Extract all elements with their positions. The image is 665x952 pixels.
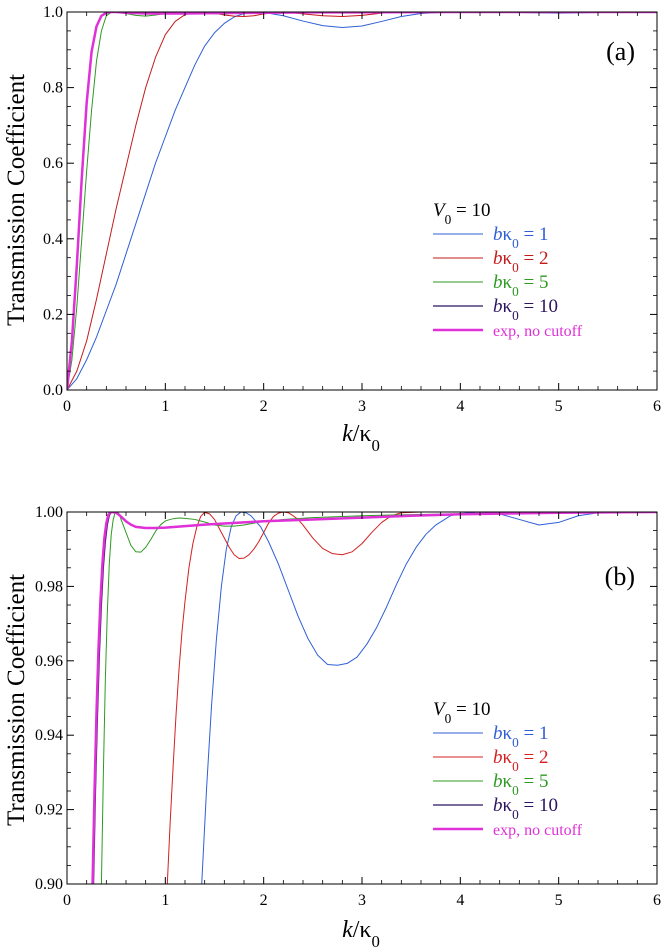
panel-a-y-axis-label: Transmission Coefficient: [3, 74, 30, 326]
legend-label-b-0-2: bκ0 = 2: [493, 248, 548, 275]
legend-label-b-0-1: bκ0 = 1: [493, 224, 548, 251]
panel-b-x-axis-label: k/κ0: [342, 917, 380, 951]
panel-b: 0 1 2 3 4 5 6 0.90 0.92 0.94 0.96 0.98 1.00 (b) Tra…: [3, 504, 661, 951]
x-tick-label: 2: [260, 892, 268, 909]
legend-title: V0 = 10: [433, 699, 490, 726]
x-tick-label: 0: [63, 398, 71, 415]
panel-a-x-ticks: 0 1 2 3 4 5 6: [63, 12, 661, 415]
y-tick-label: 1.00: [35, 504, 63, 521]
y-tick-label: 0.4: [43, 231, 63, 248]
x-tick-label: 4: [456, 398, 464, 415]
y-tick-label: 0.0: [43, 382, 63, 399]
panel-b-curves: [91, 512, 657, 884]
panel-b-plot-frame: [66, 511, 658, 885]
panel-a-y-ticks: 0.0 0.2 0.4 0.6 0.8 1.0: [43, 4, 657, 399]
x-tick-label: 1: [161, 892, 169, 909]
panel-a-plot-frame: [66, 11, 658, 391]
x-tick-label: 6: [653, 398, 661, 415]
y-tick-label: 0.96: [35, 653, 63, 670]
panel-b-x-ticks: 0 1 2 3 4 5 6: [63, 512, 661, 909]
x-tick-label: 0: [63, 892, 71, 909]
legend-label-b-0-1: bκ0 = 1: [493, 723, 548, 750]
y-tick-label: 1.0: [43, 4, 63, 21]
legend-label-b-0-10: bκ0 = 10: [493, 795, 558, 822]
y-tick-label: 0.8: [43, 80, 63, 97]
x-tick-label: 5: [555, 892, 563, 909]
legend-label-b-0-10: bκ0 = 10: [493, 296, 558, 323]
y-tick-label: 0.98: [35, 578, 63, 595]
y-tick-label: 0.92: [35, 802, 63, 819]
panel-b-y-ticks: 0.90 0.92 0.94 0.96 0.98 1.00: [35, 504, 657, 893]
panel-b-label: (b): [605, 562, 635, 591]
panel-a-label: (a): [606, 37, 635, 66]
legend-title: V0 = 10: [433, 200, 490, 227]
x-tick-label: 3: [358, 398, 366, 415]
legend-label-b-0-2: bκ0 = 2: [493, 747, 548, 774]
series-line-b-0-2: [166, 512, 657, 884]
y-tick-label: 0.94: [35, 727, 63, 744]
x-tick-label: 1: [161, 398, 169, 415]
y-tick-label: 0.90: [35, 876, 63, 893]
legend-label-b-0-5: bκ0 = 5: [493, 272, 548, 299]
x-tick-label: 5: [555, 398, 563, 415]
y-tick-label: 0.6: [43, 155, 63, 172]
x-tick-label: 2: [260, 398, 268, 415]
x-tick-label: 6: [653, 892, 661, 909]
panel-b-y-axis-label: Transmission Coefficient: [3, 574, 30, 826]
panel-a: 0 1 2 3 4 5 6 0.0 0.2 0.4 0.6 0.8 1.0 (a) Transmiss…: [3, 4, 661, 455]
series-line-exp-no-cutoff: [91, 512, 657, 884]
legend-label-exp-no-cutoff: exp, no cutoff: [493, 822, 583, 839]
y-tick-label: 0.2: [43, 306, 63, 323]
panel-a-x-axis-label: k/κ0: [342, 421, 380, 455]
x-tick-label: 3: [358, 892, 366, 909]
x-tick-label: 4: [456, 892, 464, 909]
legend-label-b-0-5: bκ0 = 5: [493, 771, 548, 798]
legend-label-exp-no-cutoff: exp, no cutoff: [493, 323, 583, 340]
